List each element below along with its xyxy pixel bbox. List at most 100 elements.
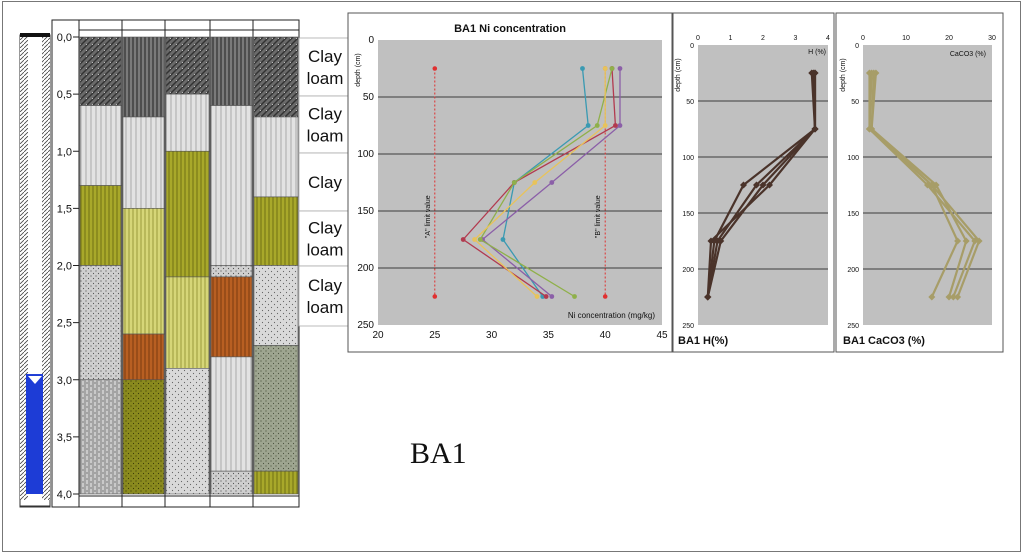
soil-layer [79,379,122,495]
well-cap [20,33,50,37]
depth-tick-label: 3,0 [57,375,72,387]
depth-tick-label: 2,5 [57,318,72,330]
data-point [609,66,615,71]
limit-point [602,294,608,299]
data-point [511,180,517,185]
y-tick-label: 0 [855,43,859,50]
x-tick-label: 30 [486,330,498,341]
chart-title: BA1 H(%) [678,335,728,347]
x-tick-label: 25 [429,330,441,341]
data-point [928,181,936,189]
x-tick-label: 3 [794,35,798,42]
chart-title: BA1 Ni concentration [454,23,566,35]
texture-label: Clay [308,173,343,192]
soil-layer [253,265,299,346]
x-axis-label: Ni concentration (mg/kg) [568,311,655,320]
soil-layer [210,276,253,358]
groundwater-fill [26,374,43,494]
y-tick-label: 200 [357,263,374,274]
depth-tick-label: 4,0 [57,489,72,501]
data-point [617,123,623,128]
soil-layer [210,470,253,495]
data-point [460,237,466,242]
soil-layer [165,93,210,152]
texture-label: Clay loam [307,105,344,146]
x-axis-label: CaCO3 (%) [950,51,986,58]
texture-box [298,37,351,97]
soil-layer [79,265,122,381]
soil-layer [122,36,165,118]
y-tick-label: 150 [357,206,374,217]
soil-layer [253,116,299,198]
x-tick-label: 35 [543,330,555,341]
data-point [865,69,873,77]
data-point [472,237,477,242]
data-point [962,237,970,245]
data-point [868,125,876,133]
data-point [602,66,608,71]
soil-layer [210,265,253,278]
y-axis-label: depth (cm) [840,58,847,91]
x-tick-label: 45 [656,330,668,341]
caco3-chart: 0 50 100 150 200 250 0 10 20 30 depth (cm) CaCO3 (%… [835,12,1004,353]
soil-layer [165,36,210,95]
y-axis-label: depth (cm) [355,53,362,86]
data-point [532,180,538,185]
y-tick-label: 200 [682,267,694,274]
data-point [811,69,819,77]
data-point [949,293,957,301]
y-tick-label: 100 [682,155,694,162]
texture-label: Clay loam [307,219,344,260]
data-point [613,123,618,128]
depth-tick-label: 2,0 [57,261,72,273]
depth-tick-label: 3,5 [57,432,72,444]
depth-tick-label: 1,0 [57,146,72,158]
x-tick-label: 10 [902,35,910,42]
y-tick-label: 50 [851,99,859,106]
x-tick-label: 20 [945,35,953,42]
x-tick-label: 40 [600,330,612,341]
x-tick-label: 1 [729,35,733,42]
soil-columns [78,19,300,508]
data-point [954,293,962,301]
soil-layer [122,116,165,209]
data-point [594,123,600,128]
soil-layer [253,196,299,266]
soil-layer [122,379,165,495]
data-point [500,237,506,242]
limit-point [432,294,438,299]
depth-axis-box [51,19,80,508]
soil-layer [210,36,253,106]
soil-layer [165,150,210,278]
data-point [534,294,540,299]
data-point [759,181,767,189]
data-point [954,237,962,245]
data-point [945,293,953,301]
depth-axis: 0,0 0,5 1,0 1,5 2,0 2,5 3,0 3,5 4,0 [51,19,80,508]
data-point [928,293,936,301]
y-tick-label: 250 [847,323,859,330]
plot-area [378,40,662,325]
well-wall-right [42,35,50,500]
soil-layer [253,36,299,118]
chart-title: BA1 CaCO3 (%) [843,335,925,347]
limit-line-label: "A" limit value [425,195,432,238]
limit-line-label: "B" limit value [595,195,602,238]
data-point [707,237,715,245]
soil-layer [122,208,165,335]
soil-layer [210,356,253,472]
y-tick-label: 0 [368,35,374,46]
soil-layer [253,470,299,495]
texture-label: Clay loam [307,47,344,88]
texture-box [298,265,351,327]
data-point [740,181,747,189]
y-tick-label: 0 [690,43,694,50]
x-tick-label: 20 [372,330,384,341]
limit-point [432,66,438,71]
data-point [975,237,983,245]
y-tick-label: 250 [357,320,374,331]
data-point [580,66,585,71]
y-tick-label: 200 [847,267,859,274]
